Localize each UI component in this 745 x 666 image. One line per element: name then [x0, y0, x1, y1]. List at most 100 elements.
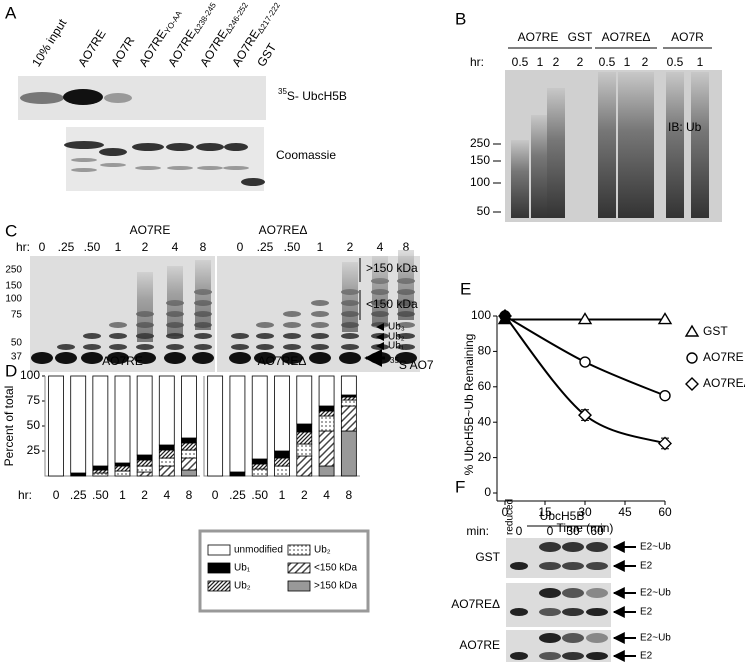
band: [341, 344, 359, 350]
band-label: E2: [640, 651, 653, 662]
bar-segment: [229, 375, 246, 473]
y-tick-label: 25: [27, 443, 41, 457]
point: [578, 408, 592, 423]
bar-segment: [274, 457, 290, 467]
bar-segment: [318, 410, 335, 417]
band: [562, 608, 584, 616]
band: [55, 352, 77, 364]
band: [229, 352, 251, 364]
bar-segment: [296, 431, 313, 445]
band: [397, 344, 415, 350]
smear: [598, 72, 616, 218]
time-label: 0: [547, 524, 554, 538]
bar-segment: [296, 443, 313, 457]
x-tick-label: 0: [212, 488, 219, 502]
bar-segment: [158, 444, 175, 451]
band: [395, 352, 417, 364]
bar-segment: [136, 471, 153, 477]
band: [510, 608, 528, 616]
supscript: 35: [390, 356, 399, 365]
band: [586, 652, 608, 660]
bar-segment: [251, 463, 268, 470]
bar-segment: [181, 437, 197, 444]
bar-segment: [274, 375, 290, 452]
x-tick-label: 8: [346, 488, 353, 502]
bar-segment: [274, 465, 290, 477]
lane-label: GST: [254, 40, 279, 69]
band: [539, 608, 561, 616]
y-tick-label: 40: [478, 414, 492, 428]
band: [586, 562, 608, 570]
x-tick-label: 0: [502, 505, 509, 519]
band: [231, 344, 249, 350]
annotation: <150 kDa: [366, 297, 418, 311]
y-tick-label: 50: [27, 418, 41, 432]
bar-segment: [181, 442, 197, 451]
x-axis-label: Time (min): [557, 521, 614, 535]
band: [586, 542, 608, 552]
band: [109, 333, 127, 339]
point: [657, 312, 673, 325]
row-label: AO7REΔ: [451, 597, 500, 611]
bar-segment: [251, 468, 268, 477]
x-tick-label: 1: [279, 488, 286, 502]
bar-segment: [136, 459, 153, 467]
band: [539, 562, 561, 570]
band: [241, 178, 265, 186]
bar-segment: [158, 375, 175, 446]
bar-segment: [158, 465, 175, 477]
bar-segment: [136, 375, 153, 456]
bar-segment: [114, 465, 131, 472]
y-tick-label: 60: [478, 379, 492, 393]
bar-segment: [296, 455, 313, 477]
band: [83, 344, 101, 350]
band: [586, 633, 608, 643]
stain-label: Coomassie: [276, 148, 336, 162]
gel-label: AO7REΔ: [259, 223, 308, 237]
band: [166, 143, 194, 151]
band: [107, 352, 129, 364]
band-label: E2: [640, 561, 653, 572]
band: [539, 542, 561, 552]
substrate-label: 35S AO7: [390, 356, 434, 372]
band: [562, 633, 584, 643]
smear: [666, 72, 684, 218]
time-label: 4: [172, 240, 179, 254]
subscript: YO-AA: [163, 9, 184, 35]
annotation: >150 kDa: [366, 261, 418, 275]
bar-segment: [296, 423, 313, 433]
time-label: 4: [377, 240, 384, 254]
panel-letter: D: [5, 361, 17, 380]
band: [510, 562, 528, 570]
bar-segment: [136, 465, 153, 473]
y-tick-label: 100: [20, 368, 40, 382]
marker-label: 100: [470, 175, 490, 189]
arrowhead: [376, 323, 384, 331]
band: [562, 652, 584, 660]
time-label: 0.5: [512, 55, 529, 69]
line: [504, 315, 666, 445]
x-tick-label: 1: [119, 488, 126, 502]
legend-label: unmodified: [234, 545, 283, 556]
lane-label: AO7RE: [75, 27, 108, 69]
time-label: .25: [58, 240, 75, 254]
band: [197, 166, 223, 170]
panel-letter: A: [5, 3, 17, 22]
row-label: AO7RE: [459, 638, 500, 652]
legend-label: AO7REΔ: [703, 376, 745, 390]
text-part: AO7R: [108, 34, 137, 69]
bar-segment: [340, 375, 357, 396]
enzyme-label: UbcH5B: [540, 509, 585, 523]
group-label: AO7REΔ: [602, 30, 651, 44]
time-label: .50: [84, 240, 101, 254]
marker-label: 250: [5, 265, 22, 276]
bar-segment: [70, 375, 87, 474]
x-tick-label: 8: [186, 488, 193, 502]
y-tick-label: 0: [484, 485, 491, 499]
band: [136, 344, 154, 350]
band: [167, 166, 193, 170]
band: [254, 352, 276, 364]
panel-letter: E: [460, 279, 471, 298]
x-axis-label: hr:: [18, 488, 32, 502]
